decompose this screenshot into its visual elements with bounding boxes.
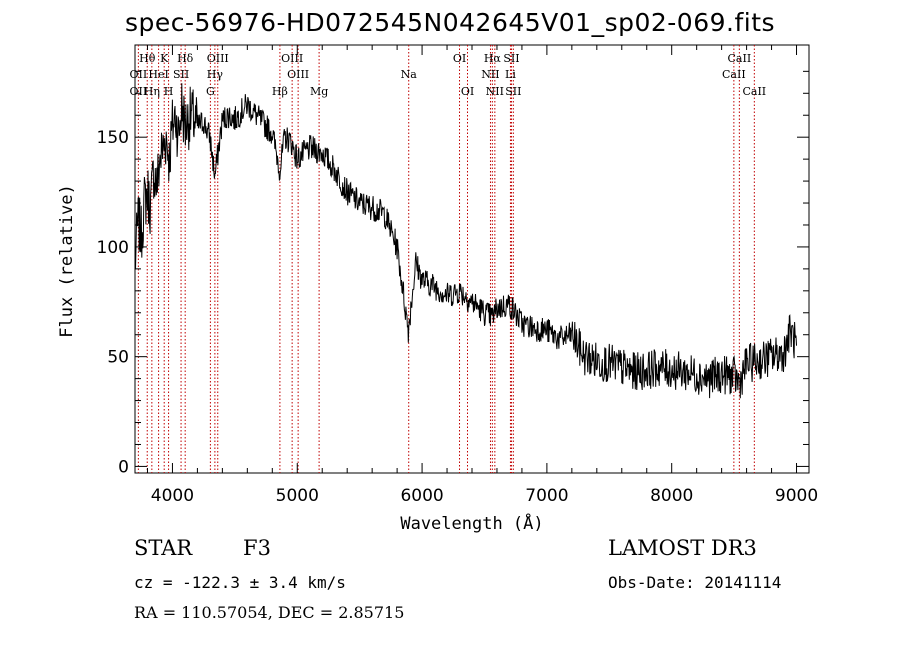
line-id-label: CaII bbox=[722, 68, 746, 81]
line-id-label: H bbox=[164, 85, 174, 98]
line-id-label: HeI bbox=[148, 68, 168, 81]
x-tick-label: 9000 bbox=[775, 486, 818, 506]
x-tick-label: 4000 bbox=[151, 486, 194, 506]
line-id-label: OIII bbox=[287, 68, 309, 81]
line-id-label: NII bbox=[486, 85, 504, 98]
observation-date: Obs-Date: 20141114 bbox=[608, 573, 782, 592]
line-id-label: Hα bbox=[484, 52, 502, 65]
object-subclass: F3 bbox=[243, 536, 271, 560]
line-id-label: OIII bbox=[207, 52, 229, 65]
survey-name: LAMOST DR3 bbox=[608, 536, 757, 560]
redshift-info: cz = -122.3 ± 3.4 km/s bbox=[134, 573, 346, 592]
y-tick-label: 100 bbox=[97, 238, 129, 258]
line-id-label: OII bbox=[130, 68, 148, 81]
x-axis-ticks: 4000 5000 6000 7000 8000 9000 bbox=[146, 45, 818, 506]
line-id-label: G bbox=[206, 85, 215, 98]
x-tick-label: 5000 bbox=[276, 486, 319, 506]
line-id-label: SII bbox=[505, 85, 521, 98]
y-axis-label: Flux (relative) bbox=[57, 184, 77, 338]
line-id-label: Hγ bbox=[207, 68, 224, 81]
line-id-label: K bbox=[160, 52, 169, 65]
x-axis-label: Wavelength (Å) bbox=[400, 512, 543, 534]
y-tick-label: 0 bbox=[118, 457, 129, 477]
x-tick-label: 7000 bbox=[525, 486, 568, 506]
coordinates-info: RA = 110.57054, DEC = 2.85715 bbox=[134, 603, 405, 622]
line-id-label: Hη bbox=[144, 85, 160, 98]
y-tick-label: 50 bbox=[107, 348, 129, 368]
plot-frame bbox=[134, 44, 810, 474]
line-id-label: SII bbox=[503, 52, 519, 65]
line-id-label: Na bbox=[401, 68, 418, 81]
line-id-markers bbox=[137, 45, 755, 473]
line-id-label: NII bbox=[481, 68, 499, 81]
line-id-label: OI bbox=[453, 52, 466, 65]
line-id-label: OIII bbox=[281, 52, 303, 65]
line-id-label: SII bbox=[173, 68, 189, 81]
y-tick-label: 150 bbox=[97, 128, 129, 148]
line-id-label: OI bbox=[461, 85, 474, 98]
line-id-label: Hδ bbox=[177, 52, 194, 65]
x-tick-label: 8000 bbox=[650, 486, 693, 506]
object-class: STAR bbox=[134, 536, 193, 560]
spectrum-line bbox=[134, 83, 797, 399]
line-id-label: Hθ bbox=[139, 52, 156, 65]
line-id-label: Li bbox=[505, 68, 516, 81]
line-id-label: OII bbox=[130, 85, 148, 98]
x-tick-label: 6000 bbox=[400, 486, 443, 506]
line-id-label: Mg bbox=[310, 85, 328, 98]
line-id-label: CaII bbox=[742, 85, 766, 98]
y-axis-ticks: 0 50 100 150 bbox=[97, 70, 809, 477]
line-id-label: CaII bbox=[728, 52, 752, 65]
chart-title: spec-56976-HD072545N042645V01_sp02-069.f… bbox=[124, 8, 776, 37]
line-id-label: Hβ bbox=[272, 85, 288, 98]
